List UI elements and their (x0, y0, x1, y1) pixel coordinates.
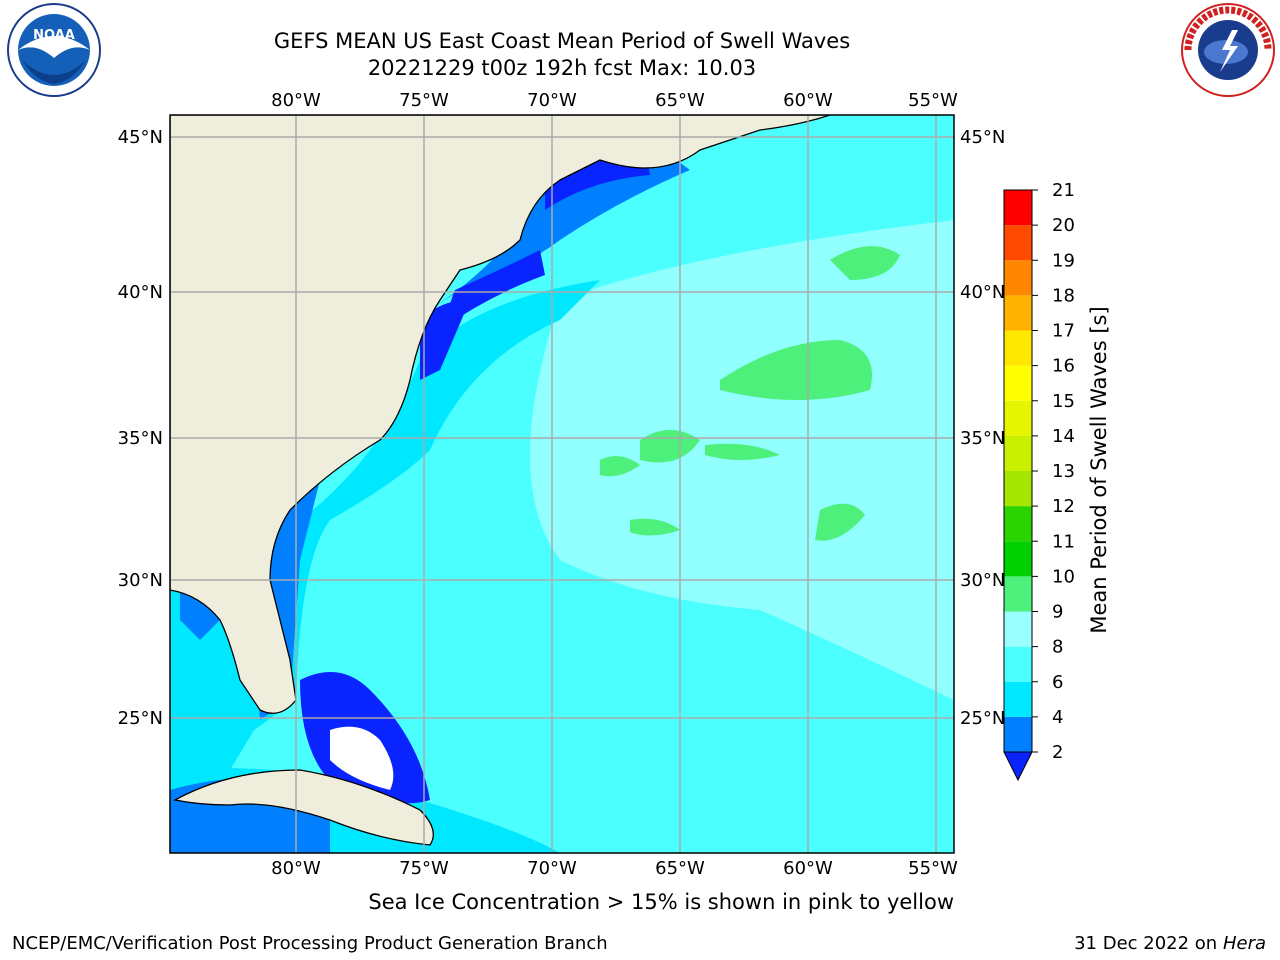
nws-logo-icon (1181, 3, 1275, 97)
colorbar-tick-label: 18 (1052, 285, 1075, 306)
cuba-land (173, 769, 434, 846)
lat-label-left: 45°N (118, 127, 163, 148)
colorbar: 2 4 6 8 9 10 11 12 13 14 15 16 17 18 19 20 21 (1003, 180, 1075, 782)
colorbar-tick-label: 4 (1052, 707, 1063, 728)
lat-label-right: 30°N (960, 570, 1005, 591)
lon-label-top: 80°W (271, 90, 321, 111)
lon-label-top: 70°W (527, 90, 577, 111)
date-text: 31 Dec 2022 on (1074, 933, 1218, 954)
colorbar-tick-label: 15 (1052, 391, 1075, 412)
lon-label-top: 60°W (783, 90, 833, 111)
colorbar-band (1004, 190, 1032, 226)
bahamas-banks (330, 726, 394, 790)
map-area (170, 115, 954, 853)
host-name: Hera (1222, 933, 1266, 954)
swell-2s-new-england (440, 250, 545, 330)
lat-label-right: 35°N (960, 428, 1005, 449)
colorbar-band (1004, 576, 1032, 612)
colorbar-band (1004, 506, 1032, 542)
lon-label-top: 75°W (399, 90, 449, 111)
noaa-logo-text: NOAA (33, 28, 75, 43)
lon-label-bottom: 60°W (783, 858, 833, 879)
colorbar-band (1004, 716, 1032, 752)
north-america-land (170, 115, 831, 714)
colorbar-band (1004, 541, 1032, 577)
lon-label-bottom: 75°W (399, 858, 449, 879)
colorbar-tick-label: 16 (1052, 356, 1075, 377)
colorbar-tick-label: 9 (1052, 602, 1063, 623)
colorbar-tick-label: 8 (1052, 637, 1063, 658)
lat-label-right: 45°N (960, 127, 1005, 148)
lat-labels: 45°N 40°N 35°N 30°N 25°N 45°N 40°N 35°N … (118, 127, 1006, 729)
lat-label-left: 40°N (118, 282, 163, 303)
colorbar-band (1004, 365, 1032, 401)
colorbar-tick-label: 17 (1052, 321, 1075, 342)
map-frame (169, 114, 955, 854)
colorbar-label: Mean Period of Swell Waves [s] (1087, 306, 1111, 633)
colorbar-band (1004, 400, 1032, 436)
colorbar-extend-triangle (1003, 751, 1033, 782)
colorbar-tick-label: 19 (1052, 250, 1075, 271)
colorbar-band (1004, 260, 1032, 296)
swell-10s-patches (600, 246, 900, 541)
colorbar-band (1004, 681, 1032, 717)
lon-label-bottom: 65°W (655, 858, 705, 879)
lon-label-bottom: 70°W (527, 858, 577, 879)
swell-2s-mid-atlantic (420, 300, 470, 380)
map-gridlines (170, 115, 954, 853)
colorbar-tick-label: 12 (1052, 496, 1075, 517)
swell-4s-coastal (430, 140, 690, 310)
ice-note: Sea Ice Concentration > 15% is shown in … (368, 890, 954, 914)
swell-4s-gulf-coast (180, 590, 220, 640)
lon-label-top: 55°W (908, 90, 958, 111)
colorbar-tick-label: 11 (1052, 531, 1075, 552)
colorbar-band (1004, 471, 1032, 507)
lon-label-top: 65°W (655, 90, 705, 111)
noaa-logo-icon: NOAA (7, 3, 101, 97)
chart-title: GEFS MEAN US East Coast Mean Period of S… (273, 29, 851, 53)
colorbar-band (1004, 646, 1032, 682)
lon-label-bottom: 80°W (271, 858, 321, 879)
colorbar-tick-label: 21 (1052, 180, 1075, 201)
lat-label-right: 40°N (960, 282, 1005, 303)
lat-label-right: 25°N (960, 708, 1005, 729)
colorbar-tick-label: 13 (1052, 461, 1075, 482)
chart-subtitle: 20221229 t00z 192h fcst Max: 10.03 (367, 56, 757, 80)
colorbar-band (1004, 330, 1032, 366)
colorbar-band (1004, 611, 1032, 647)
colorbar-tick-label: 6 (1052, 672, 1063, 693)
colorbar-tick-label: 20 (1052, 215, 1075, 236)
colorbar-band (1004, 295, 1032, 331)
lon-labels: 80°W 75°W 70°W 65°W 60°W 55°W 80°W 75°W … (271, 90, 958, 879)
colorbar-tick-label: 10 (1052, 566, 1075, 587)
credit-line: NCEP/EMC/Verification Post Processing Pr… (12, 933, 608, 954)
colorbar-tick-label: 14 (1052, 426, 1075, 447)
colorbar-tick-label: 2 (1052, 742, 1063, 763)
colorbar-band (1004, 435, 1032, 471)
colorbar-band (1004, 225, 1032, 261)
lat-label-left: 25°N (118, 708, 163, 729)
lon-label-bottom: 55°W (908, 858, 958, 879)
date-line: 31 Dec 2022 on Hera (1074, 933, 1266, 954)
lat-label-left: 30°N (118, 570, 163, 591)
lat-label-left: 35°N (118, 428, 163, 449)
